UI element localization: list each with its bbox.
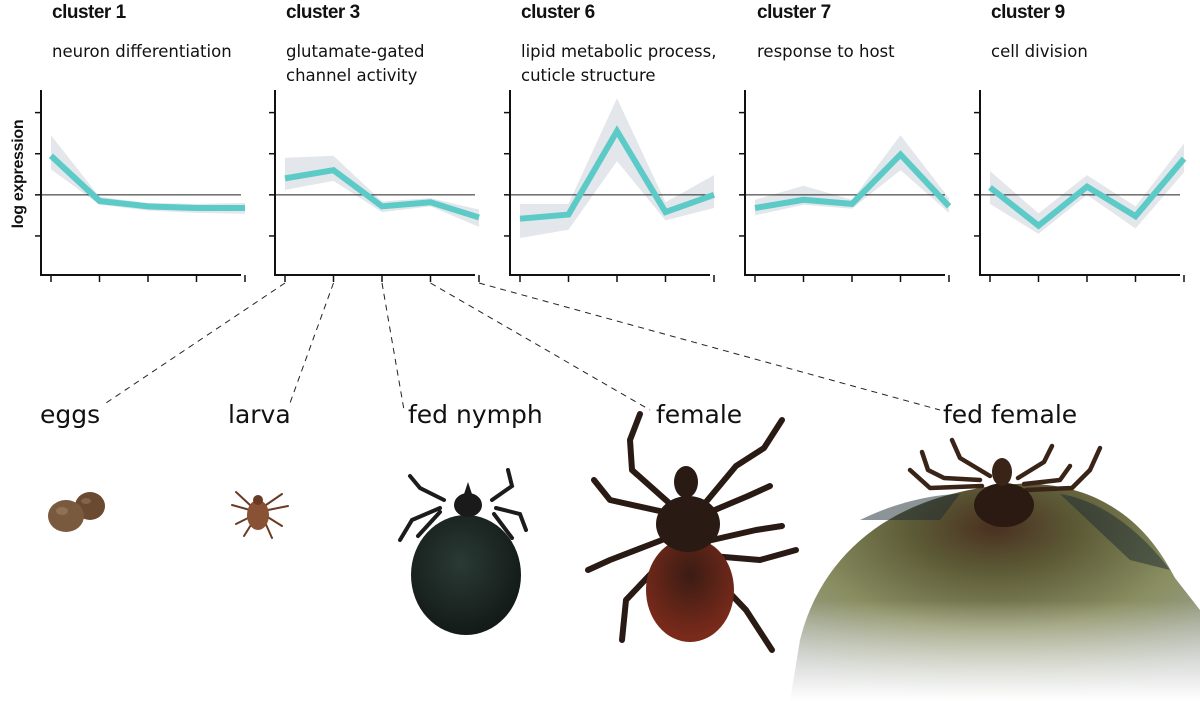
fed-female-image <box>780 437 1200 701</box>
cluster-9-subtitle: cell division <box>991 40 1088 64</box>
stage-connector <box>105 282 286 404</box>
stage-connector <box>478 282 941 411</box>
cluster-3-subtitle-line: channel activity <box>286 66 418 85</box>
cluster-3-subtitle-line: glutamate-gated <box>286 42 425 61</box>
cluster-7-subtitle: response to host <box>757 40 895 64</box>
cluster-9-title: cluster 9 <box>991 2 1065 23</box>
larva-image <box>231 491 289 539</box>
series-line <box>284 166 480 221</box>
cluster-6-title: cluster 6 <box>521 2 595 23</box>
stage-connector <box>430 282 651 411</box>
female-image <box>585 411 799 653</box>
cluster-3-subtitle: glutamate-gated channel activity <box>286 40 425 88</box>
cluster-1-subtitle-line: neuron differentiation <box>52 42 232 61</box>
stage-label-fed-female: fed female <box>943 400 1078 429</box>
confidence-band <box>520 98 714 238</box>
stage-label-fed-nymph: fed nymph <box>408 400 543 429</box>
eggs-image <box>48 492 105 532</box>
series-line <box>519 125 716 222</box>
cluster-6-subtitle-line: cuticle structure <box>521 66 656 85</box>
stage-label-larva: larva <box>228 400 291 429</box>
cluster-7-subtitle-line: response to host <box>757 42 895 61</box>
cluster-6-subtitle: lipid metabolic process, cuticle structu… <box>521 40 716 88</box>
series-line <box>988 156 1187 230</box>
cluster-1-title: cluster 1 <box>52 2 126 23</box>
cluster-3-title: cluster 3 <box>286 2 360 23</box>
cluster-1-subtitle: neuron differentiation <box>52 40 232 64</box>
series-line <box>754 150 952 211</box>
fed-nymph-image <box>398 468 528 635</box>
series-line <box>48 153 245 211</box>
cluster-6-subtitle-line: lipid metabolic process, <box>521 42 717 61</box>
stage-label-female: female <box>656 400 743 429</box>
cluster-7-title: cluster 7 <box>757 2 831 23</box>
stage-label-eggs: eggs <box>40 400 101 429</box>
cluster-9-subtitle-line: cell division <box>991 42 1088 61</box>
